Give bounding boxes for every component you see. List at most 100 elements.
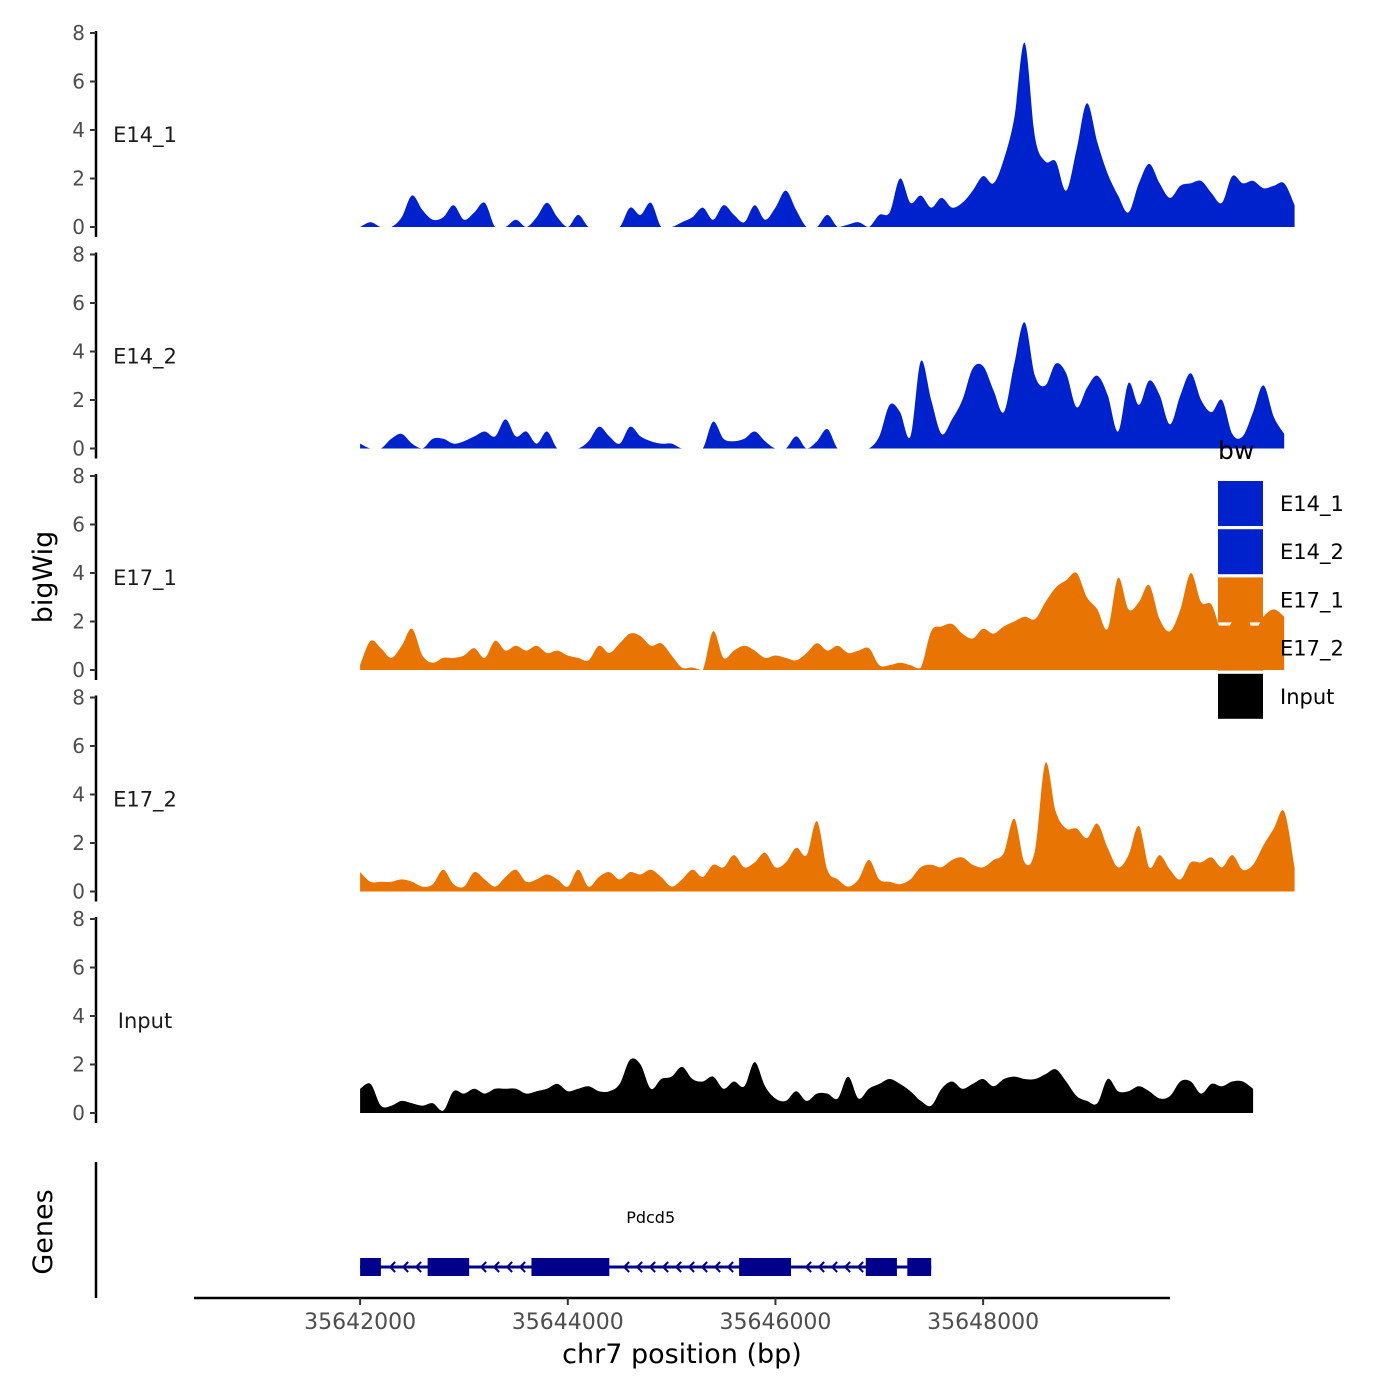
- y-tick-label: 6: [72, 956, 85, 980]
- track-label: E17_1: [113, 566, 177, 591]
- strand-chevron: [726, 1261, 734, 1273]
- x-ticks: 35642000 35644000 35646000 35648000: [304, 1298, 1039, 1335]
- track-label: E14_2: [113, 345, 177, 370]
- y-tick-label: 8: [72, 21, 85, 45]
- x-axis-title: chr7 position (bp): [562, 1339, 802, 1370]
- coverage-area-E14_2: [360, 322, 1285, 449]
- track-label: E14_1: [113, 123, 177, 148]
- track-E14_2: 0 2 4 6 8 E14_2: [72, 243, 1285, 461]
- y-tick-label: 2: [72, 831, 85, 855]
- coverage-area-Input: [360, 1058, 1254, 1113]
- y-tick-label: 0: [72, 437, 85, 461]
- legend-entries: E14_1 E14_2 E17_1 E17_2 Input: [1218, 481, 1344, 719]
- y-tick-label: 4: [72, 340, 85, 364]
- strand-chevron: [505, 1261, 513, 1273]
- strand-chevron: [518, 1261, 526, 1273]
- track-Input: 0 2 4 6 8 Input: [72, 907, 1254, 1125]
- legend-title: bw: [1218, 436, 1254, 465]
- legend: bw E14_1 E14_2 E17_1 E17_2 Input: [1218, 436, 1344, 719]
- y-tick-label: 6: [72, 70, 85, 94]
- legend-item-E17_1: E17_1: [1218, 577, 1344, 623]
- track-E14_1: 0 2 4 6 8 E14_1: [72, 21, 1295, 239]
- y-tick-label: 8: [72, 686, 85, 710]
- y-axis-title: bigWig: [28, 531, 59, 624]
- coverage-area-E17_1: [360, 572, 1285, 670]
- coverage-area-E17_2: [360, 762, 1295, 892]
- gene-exon: [531, 1258, 610, 1276]
- strand-chevron: [830, 1261, 838, 1273]
- strand-chevron: [401, 1261, 409, 1273]
- gene-exon: [360, 1258, 381, 1276]
- legend-label: E17_1: [1280, 588, 1344, 613]
- track-E17_1: 0 2 4 6 8 E17_1: [72, 464, 1285, 682]
- gene-exon: [739, 1258, 792, 1276]
- strand-chevron: [700, 1261, 708, 1273]
- legend-item-Input: Input: [1218, 673, 1334, 719]
- y-tick-label: 6: [72, 513, 85, 537]
- y-tick-label: 6: [72, 734, 85, 758]
- strand-chevron: [661, 1261, 669, 1273]
- y-tick-label: 4: [72, 783, 85, 807]
- legend-label: E17_2: [1280, 637, 1344, 662]
- strand-chevron: [713, 1261, 721, 1273]
- legend-swatch: [1218, 625, 1263, 671]
- legend-label: E14_2: [1280, 540, 1344, 565]
- gene-name-label: Pdcd5: [626, 1208, 675, 1227]
- legend-label: E14_1: [1280, 492, 1344, 517]
- y-tick-label: 8: [72, 464, 85, 488]
- x-axis: 35642000 35644000 35646000 35648000 chr7 po…: [194, 1296, 1170, 1370]
- strand-chevron: [492, 1261, 500, 1273]
- y-tick-label: 0: [72, 1101, 85, 1125]
- strand-chevron: [479, 1261, 487, 1273]
- y-tick-label: 0: [72, 658, 85, 682]
- y-tick-label: 4: [72, 561, 85, 585]
- legend-item-E14_2: E14_2: [1218, 529, 1344, 575]
- genes-axis-title: Genes: [28, 1189, 59, 1274]
- gene-exon: [907, 1258, 932, 1276]
- strand-chevron: [843, 1261, 851, 1273]
- coverage-area-E14_1: [360, 42, 1295, 227]
- y-tick-label: 0: [72, 215, 85, 239]
- track-label: Input: [118, 1009, 172, 1033]
- gene-Pdcd5: Pdcd5: [360, 1208, 932, 1276]
- legend-label: Input: [1280, 685, 1334, 709]
- legend-swatch: [1218, 529, 1263, 575]
- strand-chevron: [817, 1261, 825, 1273]
- genes-panel: Genes Pdcd5: [28, 1162, 932, 1298]
- gene-exon: [865, 1258, 897, 1276]
- y-tick-label: 0: [72, 880, 85, 904]
- strand-chevron: [622, 1261, 630, 1273]
- strand-chevron: [635, 1261, 643, 1273]
- y-tick-label: 2: [72, 388, 85, 412]
- y-tick-label: 8: [72, 907, 85, 931]
- x-tick-label: 35646000: [719, 1310, 831, 1335]
- strand-chevron: [687, 1261, 695, 1273]
- track-label: E17_2: [113, 788, 177, 813]
- strand-chevron: [674, 1261, 682, 1273]
- y-tick-label: 6: [72, 291, 85, 315]
- legend-swatch: [1218, 481, 1263, 526]
- x-tick-label: 35644000: [512, 1310, 624, 1335]
- strand-chevron: [414, 1261, 422, 1273]
- strand-chevron: [388, 1261, 396, 1273]
- x-tick-label: 35642000: [304, 1310, 416, 1335]
- y-tick-label: 2: [72, 1053, 85, 1077]
- y-tick-label: 4: [72, 118, 85, 142]
- legend-swatch: [1218, 577, 1263, 623]
- gene-exon: [427, 1258, 470, 1276]
- coverage-tracks: 0 2 4 6 8 E14_1 0 2 4 6 8 E14_2 0 2 4 6 8 E17_1 0 2 4 6 8 E17_2…: [72, 21, 1295, 1125]
- legend-swatch: [1218, 673, 1263, 719]
- y-tick-label: 4: [72, 1004, 85, 1028]
- track-E17_2: 0 2 4 6 8 E17_2: [72, 686, 1295, 904]
- strand-chevron: [856, 1261, 864, 1273]
- legend-item-E17_2: E17_2: [1218, 625, 1344, 671]
- x-tick-label: 35648000: [927, 1310, 1039, 1335]
- y-tick-label: 2: [72, 167, 85, 191]
- strand-chevron: [804, 1261, 812, 1273]
- legend-item-E14_1: E14_1: [1218, 481, 1344, 526]
- y-tick-label: 8: [72, 243, 85, 267]
- gene-models: Pdcd5: [360, 1208, 932, 1276]
- strand-chevron: [648, 1261, 656, 1273]
